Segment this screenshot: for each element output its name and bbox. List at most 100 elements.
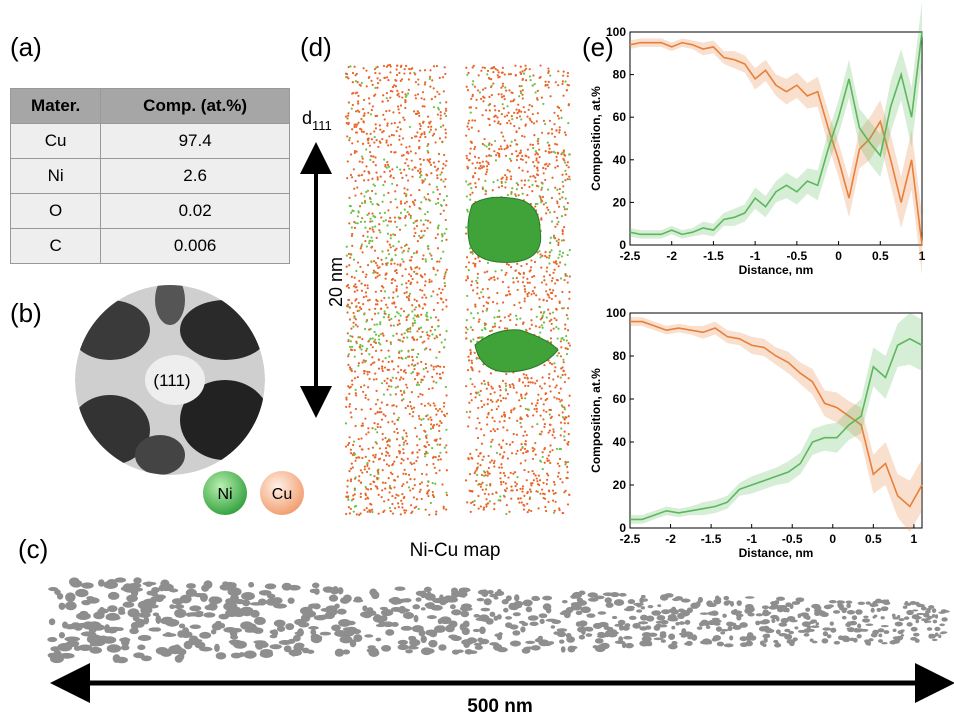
atom <box>444 128 447 131</box>
atom <box>398 228 402 231</box>
atom <box>348 318 352 321</box>
atom <box>414 231 417 235</box>
atom <box>490 408 493 412</box>
atom <box>493 278 496 281</box>
atom <box>416 381 419 384</box>
atom <box>389 510 392 513</box>
atom <box>474 305 477 308</box>
atom <box>382 316 386 319</box>
atom <box>359 220 363 223</box>
atom <box>398 71 401 75</box>
atom <box>428 161 431 164</box>
atom <box>399 168 402 171</box>
blob <box>659 631 667 635</box>
legend-label: Ni <box>217 486 232 503</box>
atom <box>373 475 376 478</box>
atom <box>428 75 432 78</box>
blob <box>755 613 763 617</box>
panel-label: (a) <box>10 32 42 62</box>
atom <box>365 190 368 194</box>
atom <box>439 203 443 207</box>
blob <box>336 608 347 615</box>
blob <box>597 611 607 615</box>
atom <box>566 465 569 468</box>
series-line <box>629 41 923 246</box>
atom <box>515 452 518 455</box>
blob <box>660 639 666 643</box>
atom <box>400 333 403 336</box>
atom <box>377 358 380 361</box>
atom <box>425 296 428 299</box>
atom <box>489 430 492 433</box>
blob <box>511 604 523 609</box>
atom <box>558 464 561 468</box>
atom <box>474 166 477 170</box>
atom <box>395 377 398 380</box>
atom <box>523 397 527 400</box>
atom <box>346 117 349 120</box>
atom <box>545 290 548 293</box>
blob <box>910 626 918 632</box>
blob <box>97 579 105 587</box>
atom <box>558 131 561 134</box>
atom <box>509 318 512 322</box>
atom <box>515 150 518 153</box>
atom <box>360 81 363 85</box>
atom <box>505 176 508 179</box>
atom <box>437 160 440 163</box>
atom <box>408 412 411 416</box>
atom <box>412 317 415 320</box>
atom <box>548 274 551 277</box>
blob <box>883 601 891 606</box>
atom <box>420 402 423 406</box>
atom <box>486 168 489 171</box>
atom <box>371 356 374 359</box>
atom <box>356 375 359 379</box>
atom <box>444 271 447 274</box>
atom <box>474 185 478 189</box>
atom <box>473 119 477 122</box>
blob <box>509 640 522 647</box>
atom <box>427 143 430 146</box>
blob <box>54 589 61 596</box>
atom <box>420 472 424 475</box>
atom <box>378 229 381 232</box>
atom <box>359 385 363 389</box>
atom <box>419 335 422 339</box>
atom <box>399 314 402 317</box>
atom <box>562 149 566 152</box>
blob <box>444 595 453 601</box>
cell: O <box>9 193 102 229</box>
atom <box>361 361 364 364</box>
atom <box>547 489 551 492</box>
blob <box>739 622 748 628</box>
atom <box>345 121 348 125</box>
atom <box>468 473 472 476</box>
atom <box>567 121 570 125</box>
atom <box>524 290 527 293</box>
atom <box>498 147 501 151</box>
atom <box>470 501 473 505</box>
atom <box>536 422 539 426</box>
atom <box>439 437 442 440</box>
atom <box>387 313 391 316</box>
atom <box>519 306 522 309</box>
atom <box>360 243 364 246</box>
atom <box>564 169 567 172</box>
atom <box>395 130 398 133</box>
atom <box>555 384 558 387</box>
atom <box>407 350 410 353</box>
atom <box>375 139 378 142</box>
atom <box>350 211 353 214</box>
atom <box>398 121 401 124</box>
atom <box>443 112 446 115</box>
atom <box>417 383 421 387</box>
atom <box>409 461 412 464</box>
atom <box>539 253 542 256</box>
atom <box>376 411 379 414</box>
blob <box>397 639 409 645</box>
atom <box>470 399 473 402</box>
atom <box>376 82 380 85</box>
atom <box>394 220 397 223</box>
atom <box>407 299 411 302</box>
